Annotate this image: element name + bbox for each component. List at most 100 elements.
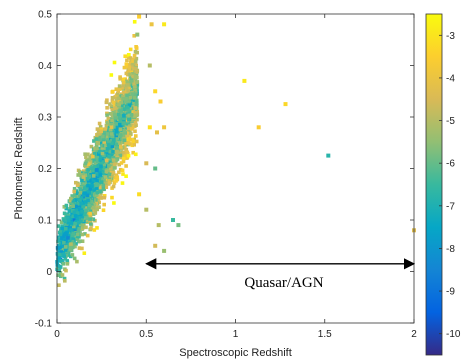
data-point <box>121 83 126 88</box>
data-point <box>123 144 127 148</box>
data-point <box>134 152 138 157</box>
data-point <box>110 107 115 112</box>
colorbar-tick-label: -6 <box>446 159 455 170</box>
data-point <box>123 155 128 159</box>
data-point <box>134 123 138 127</box>
data-point <box>84 214 89 219</box>
data-point <box>75 216 80 220</box>
data-point <box>103 127 108 131</box>
data-point <box>123 131 127 135</box>
data-point <box>92 193 97 197</box>
data-point <box>102 132 106 137</box>
data-point <box>124 83 128 87</box>
data-point <box>56 273 60 277</box>
data-point <box>132 96 137 100</box>
data-point <box>64 253 69 258</box>
data-point <box>98 185 102 190</box>
data-point <box>117 84 122 88</box>
data-point <box>85 216 89 221</box>
colorbar-tick-label: -7 <box>446 201 455 212</box>
data-point <box>104 143 108 148</box>
data-point <box>97 180 101 185</box>
colorbar-gradient <box>425 13 443 356</box>
data-point <box>90 203 94 208</box>
data-point <box>94 137 99 141</box>
data-point <box>93 176 98 180</box>
x-tick-label: 0.5 <box>139 329 153 340</box>
y-tick-label: 0.1 <box>38 216 52 227</box>
data-point <box>129 109 133 113</box>
data-point <box>84 155 88 160</box>
data-point <box>65 259 69 263</box>
data-point <box>100 143 105 148</box>
data-point <box>83 163 87 168</box>
data-point <box>105 146 110 151</box>
data-point <box>114 122 118 126</box>
data-point <box>126 153 131 158</box>
data-point <box>65 262 70 266</box>
data-point <box>88 169 93 174</box>
data-point <box>95 139 100 143</box>
data-point <box>115 136 120 140</box>
data-point <box>106 132 110 136</box>
data-point <box>62 205 67 209</box>
data-point <box>129 131 133 136</box>
data-point <box>109 125 114 129</box>
data-point <box>89 199 94 204</box>
data-point <box>92 200 96 205</box>
data-point <box>101 208 106 212</box>
data-point <box>133 88 137 93</box>
data-point <box>71 208 75 212</box>
data-point <box>133 129 137 133</box>
data-point <box>130 64 134 68</box>
data-point <box>73 214 78 218</box>
data-point <box>63 248 68 252</box>
data-point <box>88 217 92 221</box>
data-point <box>98 137 102 142</box>
data-point <box>68 245 73 249</box>
data-point <box>70 239 75 244</box>
data-point <box>55 246 60 250</box>
outlier-point <box>135 32 140 37</box>
data-point <box>120 123 124 127</box>
data-point <box>62 241 66 245</box>
data-point <box>114 149 119 154</box>
data-point <box>128 137 133 142</box>
data-point <box>89 190 93 195</box>
data-point <box>132 114 137 118</box>
data-point <box>114 109 118 113</box>
data-point <box>111 89 115 94</box>
data-point <box>71 204 75 208</box>
data-point <box>100 145 105 150</box>
data-point <box>111 100 116 105</box>
data-point <box>110 144 115 148</box>
data-point <box>93 151 97 156</box>
data-point <box>121 172 125 176</box>
data-point <box>109 73 114 77</box>
data-point <box>76 173 80 177</box>
data-point <box>132 85 137 89</box>
outlier-point <box>176 223 181 228</box>
data-point <box>78 193 82 198</box>
data-point <box>98 125 103 129</box>
data-point <box>92 188 97 192</box>
data-point <box>75 237 80 242</box>
data-point <box>110 139 114 143</box>
data-point <box>134 134 138 138</box>
data-point <box>90 194 94 198</box>
data-point <box>102 162 107 167</box>
data-point <box>69 196 73 201</box>
data-point <box>91 205 96 210</box>
data-point <box>130 138 134 142</box>
y-tick-label: 0.4 <box>38 61 52 72</box>
data-point <box>71 245 75 250</box>
data-point <box>122 114 126 118</box>
data-point <box>76 201 81 206</box>
data-point <box>75 259 79 264</box>
outlier-point <box>156 223 161 228</box>
data-point <box>134 63 138 68</box>
data-point <box>128 142 132 146</box>
data-point <box>100 141 104 146</box>
data-point <box>106 116 111 121</box>
data-point <box>78 198 82 202</box>
